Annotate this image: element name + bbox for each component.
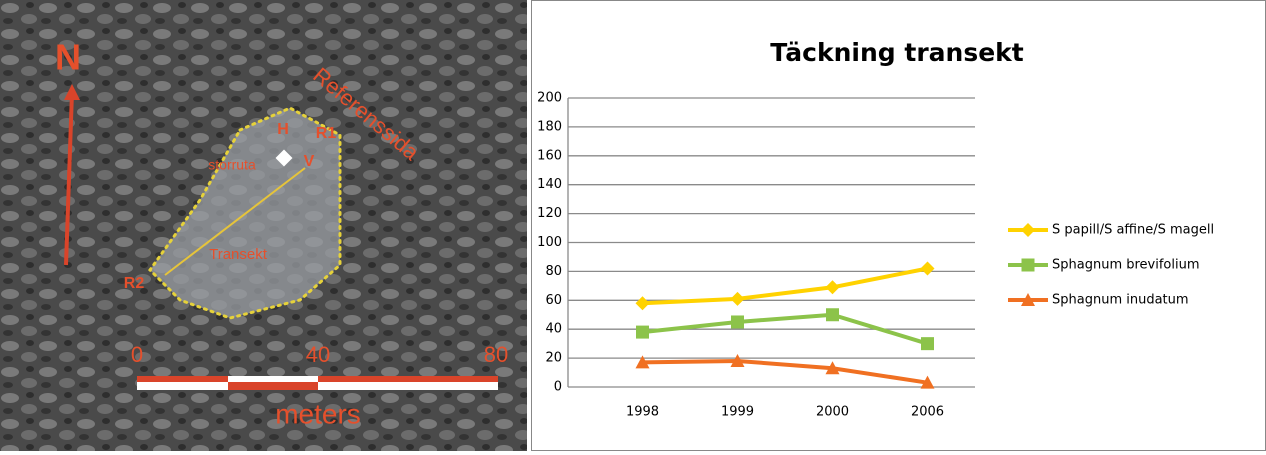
r1-label: R1 <box>316 125 337 142</box>
chart-title: Täckning transekt <box>770 38 1024 67</box>
y-tick-label: 40 <box>545 322 562 337</box>
legend-label: Sphagnum inudatum <box>1052 293 1189 308</box>
page: N Referenssida H R1 storruta V Transekt … <box>0 0 1266 451</box>
scale-bar-segment <box>228 382 318 390</box>
y-tick-label: 140 <box>537 177 562 192</box>
north-label: N <box>55 37 81 78</box>
legend-label: Sphagnum brevifolium <box>1052 258 1200 273</box>
data-point <box>921 337 934 350</box>
aerial-photo: N Referenssida H R1 storruta V Transekt … <box>0 0 527 451</box>
legend-marker <box>1022 259 1035 272</box>
y-tick-label: 160 <box>537 148 562 163</box>
y-tick-label: 200 <box>537 91 562 106</box>
legend-label: S papill/S affine/S magell <box>1052 223 1214 238</box>
v-label: V <box>304 153 315 170</box>
scale-unit: meters <box>275 398 361 429</box>
y-tick-label: 180 <box>537 119 562 134</box>
scale-label: 80 <box>484 342 508 367</box>
scale-bar-segment <box>318 376 498 382</box>
data-point <box>636 326 649 339</box>
h-label: H <box>277 121 289 138</box>
scale-bar-segment <box>137 376 228 382</box>
y-tick-label: 20 <box>545 351 562 366</box>
y-tick-label: 80 <box>545 264 562 279</box>
scale-label: 0 <box>131 342 143 367</box>
figure: N Referenssida H R1 storruta V Transekt … <box>0 0 1266 451</box>
scale-label: 40 <box>306 342 330 367</box>
x-tick-label: 1999 <box>721 405 754 420</box>
data-point <box>826 308 839 321</box>
transect-label: Transekt <box>209 246 268 263</box>
r2-label: R2 <box>124 275 145 292</box>
plot-label: storruta <box>208 157 256 173</box>
y-tick-label: 0 <box>554 380 562 395</box>
y-tick-label: 120 <box>537 206 562 221</box>
x-tick-label: 2006 <box>911 405 944 420</box>
data-point <box>731 315 744 328</box>
x-tick-label: 2000 <box>816 405 849 420</box>
y-tick-label: 60 <box>545 293 562 308</box>
y-tick-label: 100 <box>537 235 562 250</box>
x-tick-label: 1998 <box>626 405 659 420</box>
